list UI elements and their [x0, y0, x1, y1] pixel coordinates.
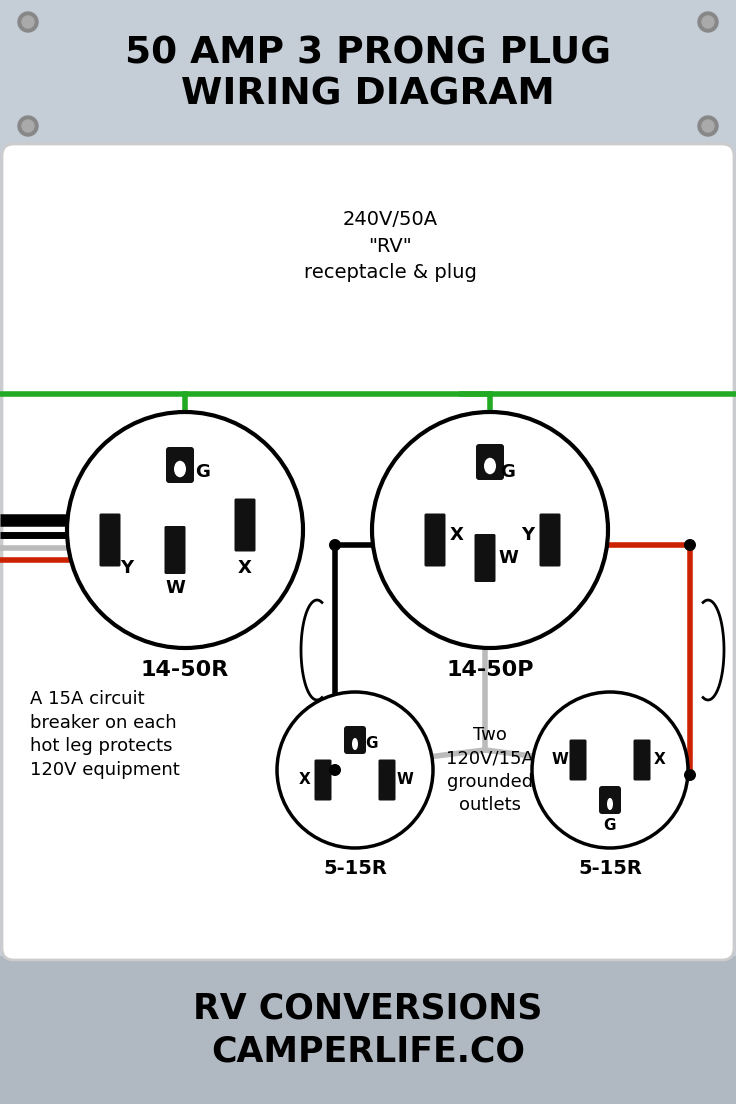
Text: 50 AMP 3 PRONG PLUG
WIRING DIAGRAM: 50 AMP 3 PRONG PLUG WIRING DIAGRAM: [125, 35, 611, 113]
Text: X: X: [654, 753, 666, 767]
Circle shape: [18, 116, 38, 136]
Text: X: X: [450, 526, 464, 544]
Circle shape: [329, 764, 341, 776]
Text: W: W: [397, 773, 414, 787]
Text: G: G: [604, 818, 616, 834]
Text: 240V/50A
"RV"
receptacle & plug: 240V/50A "RV" receptacle & plug: [303, 210, 476, 282]
Text: W: W: [498, 549, 518, 567]
Text: Y: Y: [521, 526, 534, 544]
FancyBboxPatch shape: [476, 444, 504, 480]
Circle shape: [277, 692, 433, 848]
Circle shape: [372, 412, 608, 648]
Text: G: G: [196, 463, 210, 481]
FancyBboxPatch shape: [475, 534, 495, 582]
Text: 14-50P: 14-50P: [446, 660, 534, 680]
Text: 14-50R: 14-50R: [141, 660, 229, 680]
Circle shape: [329, 539, 341, 551]
FancyBboxPatch shape: [235, 499, 255, 552]
FancyBboxPatch shape: [425, 513, 445, 566]
FancyBboxPatch shape: [314, 760, 331, 800]
Circle shape: [532, 692, 688, 848]
Circle shape: [698, 12, 718, 32]
FancyBboxPatch shape: [0, 956, 736, 1104]
FancyBboxPatch shape: [2, 144, 734, 960]
Circle shape: [22, 120, 34, 132]
Text: A 15A circuit
breaker on each
hot leg protects
120V equipment: A 15A circuit breaker on each hot leg pr…: [30, 690, 180, 778]
FancyBboxPatch shape: [599, 786, 621, 814]
FancyBboxPatch shape: [165, 526, 185, 574]
Text: 5-15R: 5-15R: [323, 859, 387, 878]
Circle shape: [67, 412, 303, 648]
Ellipse shape: [607, 798, 613, 810]
Circle shape: [684, 539, 696, 551]
FancyBboxPatch shape: [570, 740, 587, 781]
Ellipse shape: [174, 460, 186, 477]
FancyBboxPatch shape: [99, 513, 121, 566]
Text: Y: Y: [121, 559, 133, 577]
FancyBboxPatch shape: [378, 760, 395, 800]
Text: Two
120V/15A
grounded
outlets: Two 120V/15A grounded outlets: [446, 725, 534, 815]
FancyBboxPatch shape: [0, 0, 736, 148]
Text: 5-15R: 5-15R: [578, 859, 642, 878]
Ellipse shape: [352, 737, 358, 750]
Text: W: W: [165, 578, 185, 597]
FancyBboxPatch shape: [634, 740, 651, 781]
Circle shape: [702, 15, 714, 28]
FancyBboxPatch shape: [344, 726, 366, 754]
Circle shape: [698, 116, 718, 136]
Circle shape: [18, 12, 38, 32]
Text: W: W: [551, 753, 568, 767]
Circle shape: [22, 15, 34, 28]
Text: RV CONVERSIONS
CAMPERLIFE.CO: RV CONVERSIONS CAMPERLIFE.CO: [194, 992, 542, 1068]
Text: G: G: [500, 463, 515, 481]
FancyBboxPatch shape: [166, 447, 194, 484]
FancyBboxPatch shape: [539, 513, 561, 566]
Circle shape: [684, 769, 696, 781]
Text: X: X: [299, 773, 311, 787]
Text: X: X: [238, 559, 252, 577]
Text: G: G: [365, 736, 378, 752]
Ellipse shape: [484, 458, 496, 475]
Circle shape: [702, 120, 714, 132]
